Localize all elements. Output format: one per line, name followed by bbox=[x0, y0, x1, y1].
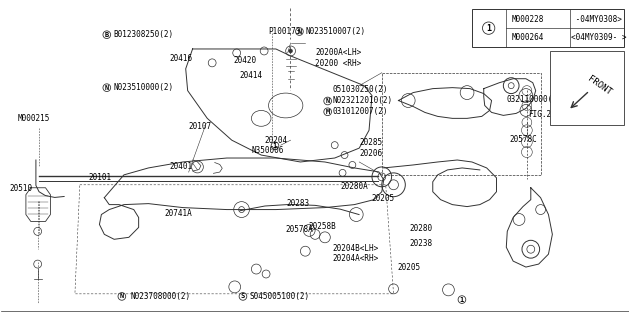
Text: 20414: 20414 bbox=[240, 71, 263, 80]
Text: 20206: 20206 bbox=[359, 149, 382, 158]
Text: 20101: 20101 bbox=[88, 173, 111, 182]
Text: 20107: 20107 bbox=[188, 122, 211, 131]
Text: 20420: 20420 bbox=[234, 56, 257, 65]
Text: 20204A<RH>: 20204A<RH> bbox=[333, 254, 379, 263]
Text: 1: 1 bbox=[273, 143, 277, 149]
Text: 20200A<LH>: 20200A<LH> bbox=[315, 48, 362, 57]
Text: N023708000(2): N023708000(2) bbox=[130, 292, 190, 301]
Circle shape bbox=[289, 49, 292, 53]
Text: 20283: 20283 bbox=[286, 199, 309, 208]
Text: M000215: M000215 bbox=[18, 114, 50, 123]
Text: FRONT: FRONT bbox=[586, 74, 613, 97]
Text: 032110000(2): 032110000(2) bbox=[506, 95, 562, 104]
Text: 031012007(2): 031012007(2) bbox=[333, 107, 388, 116]
Text: N023510000(2): N023510000(2) bbox=[113, 83, 173, 92]
Text: M: M bbox=[326, 109, 330, 115]
Text: B: B bbox=[500, 40, 504, 46]
Text: 20205: 20205 bbox=[398, 263, 421, 272]
Text: P100173: P100173 bbox=[268, 27, 300, 36]
Text: N: N bbox=[298, 28, 301, 35]
Text: B: B bbox=[105, 32, 109, 38]
Text: 20285: 20285 bbox=[359, 138, 382, 147]
Text: N: N bbox=[120, 293, 124, 300]
Text: S: S bbox=[241, 293, 245, 300]
Text: 20205: 20205 bbox=[372, 194, 395, 203]
Text: 1: 1 bbox=[460, 297, 464, 303]
Text: 20204: 20204 bbox=[265, 136, 288, 145]
Text: 20280: 20280 bbox=[409, 224, 433, 233]
Text: N350006: N350006 bbox=[251, 146, 284, 155]
Text: N023212010(2): N023212010(2) bbox=[333, 97, 393, 106]
Text: 20578A: 20578A bbox=[285, 225, 313, 234]
Text: 20204B<LH>: 20204B<LH> bbox=[333, 244, 379, 253]
Text: 20401: 20401 bbox=[170, 162, 193, 171]
Text: <04MY0309- >: <04MY0309- > bbox=[571, 33, 627, 42]
Text: M000264: M000264 bbox=[511, 33, 543, 42]
Text: 20510: 20510 bbox=[10, 184, 33, 193]
Text: 20238: 20238 bbox=[409, 239, 433, 248]
Text: B012308250(2): B012308250(2) bbox=[113, 30, 173, 39]
Text: B015610452(2): B015610452(2) bbox=[506, 38, 566, 47]
Text: -04MY0308>: -04MY0308> bbox=[571, 15, 622, 24]
Text: N023510007(2): N023510007(2) bbox=[306, 27, 366, 36]
Text: 20258B: 20258B bbox=[309, 222, 337, 231]
Text: N: N bbox=[326, 98, 330, 104]
Text: FIG.280: FIG.280 bbox=[529, 109, 561, 118]
Text: 20416: 20416 bbox=[170, 54, 193, 63]
Text: 20280A: 20280A bbox=[340, 181, 368, 190]
Text: 20741A: 20741A bbox=[164, 209, 192, 219]
Text: 20578C: 20578C bbox=[509, 135, 538, 144]
Text: 051030250(2): 051030250(2) bbox=[333, 85, 388, 94]
Text: N: N bbox=[105, 85, 109, 91]
FancyBboxPatch shape bbox=[472, 9, 624, 47]
Text: A200001103: A200001103 bbox=[525, 10, 572, 19]
Text: 20200 <RH>: 20200 <RH> bbox=[315, 59, 362, 68]
Text: M000228: M000228 bbox=[511, 15, 543, 24]
Text: S045005100(2): S045005100(2) bbox=[249, 292, 309, 301]
Text: 1: 1 bbox=[486, 24, 491, 33]
FancyBboxPatch shape bbox=[550, 51, 624, 125]
